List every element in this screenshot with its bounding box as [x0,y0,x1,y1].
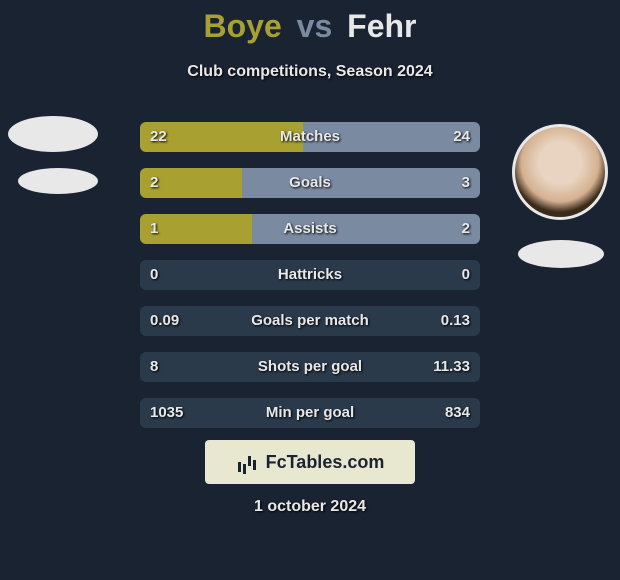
footer-date: 1 october 2024 [0,498,620,516]
subtitle: Club competitions, Season 2024 [0,63,620,81]
stat-label: Hattricks [140,260,480,290]
comparison-title: Boye vs Fehr [0,0,620,45]
player-right-name: Fehr [347,8,416,44]
player-left-name: Boye [204,8,282,44]
avatar-placeholder-shape [518,240,604,268]
stat-label: Assists [140,214,480,244]
stat-label: Goals per match [140,306,480,336]
stat-label: Goals [140,168,480,198]
source-logo: FcTables.com [205,440,415,484]
stat-row: 2224Matches [140,122,480,152]
chart-icon [236,450,260,474]
stat-label: Shots per goal [140,352,480,382]
stat-label: Min per goal [140,398,480,428]
stat-label: Matches [140,122,480,152]
source-name: FcTables.com [266,452,385,473]
stat-row: 12Assists [140,214,480,244]
player-left-avatar [8,116,98,206]
stat-row: 0.090.13Goals per match [140,306,480,336]
player-right-avatar [512,124,612,284]
vs-separator: vs [297,8,333,44]
avatar-photo [512,124,608,220]
stats-container: 2224Matches 23Goals 12Assists 00Hattricks 0.… [140,122,480,444]
avatar-placeholder-shape [18,168,98,194]
avatar-placeholder-shape [8,116,98,152]
stat-row: 23Goals [140,168,480,198]
stat-row: 811.33Shots per goal [140,352,480,382]
stat-row: 1035834Min per goal [140,398,480,428]
stat-row: 00Hattricks [140,260,480,290]
